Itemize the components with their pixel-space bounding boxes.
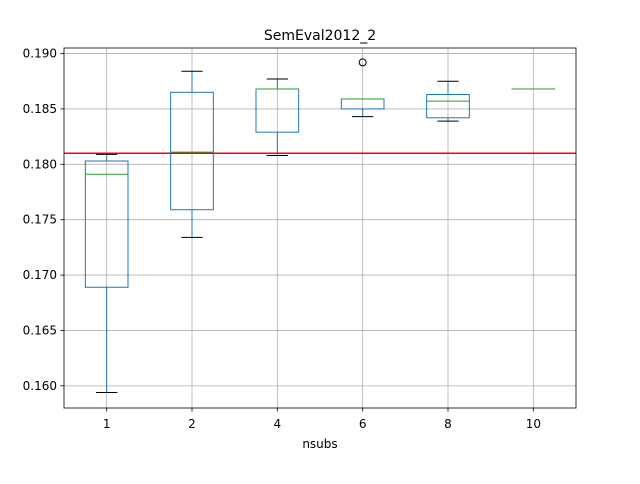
y-tick-label: 0.170 <box>23 268 57 282</box>
x-tick-label: 1 <box>103 417 111 431</box>
x-tick-label: 8 <box>444 417 452 431</box>
grid-layer <box>64 48 576 408</box>
plot-frame <box>64 48 576 408</box>
y-tick-label: 0.185 <box>23 102 57 116</box>
y-tick-label: 0.180 <box>23 157 57 171</box>
ticks-layer: 0.160 0.165 0.170 0.175 0.180 0.185 0.190 1 2 4 6 8… <box>23 47 541 431</box>
y-tick-label: 0.175 <box>23 213 57 227</box>
x-axis-label: nsubs <box>302 437 337 451</box>
y-tick-label: 0.160 <box>23 379 57 393</box>
x-tick-label: 2 <box>188 417 196 431</box>
x-tick-label: 4 <box>274 417 282 431</box>
y-tick-label: 0.190 <box>23 47 57 61</box>
x-tick-label: 10 <box>526 417 541 431</box>
x-tick-label: 6 <box>359 417 367 431</box>
y-tick-label: 0.165 <box>23 323 57 337</box>
chart-title: SemEval2012_2 <box>264 28 376 44</box>
